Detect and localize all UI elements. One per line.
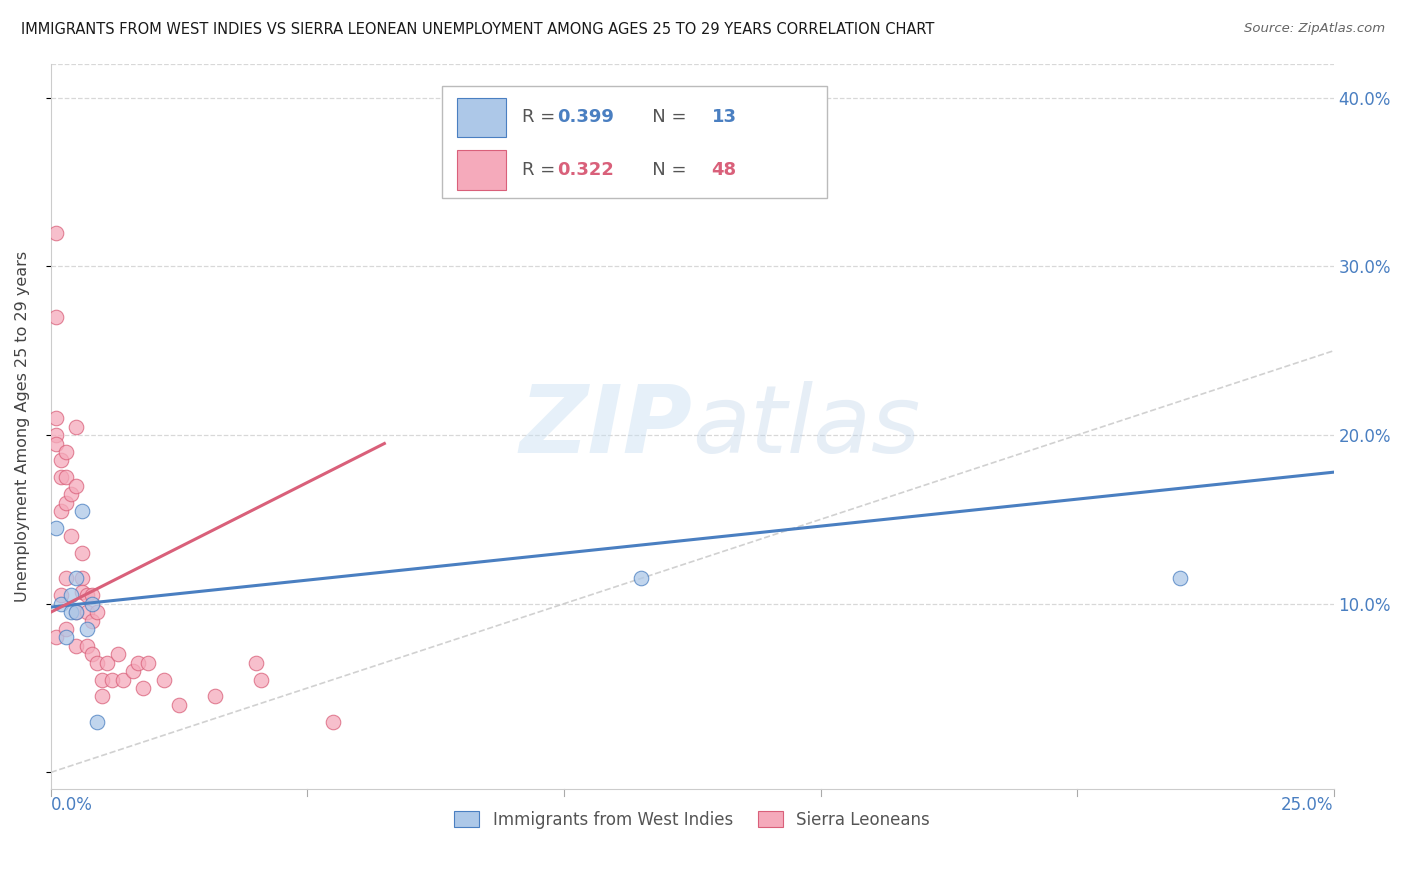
Bar	[457, 151, 506, 190]
Text: atlas: atlas	[692, 381, 921, 472]
Point	[70, 546, 93, 560]
Point	[96, 656, 118, 670]
Point	[65, 571, 87, 585]
Legend: Immigrants from West Indies, Sierra Leoneans: Immigrants from West Indies, Sierra Leon…	[447, 804, 936, 835]
Point	[70, 571, 93, 585]
Point	[76, 639, 98, 653]
Point	[45, 631, 67, 645]
Point	[65, 605, 87, 619]
Point	[55, 470, 77, 484]
Point	[70, 585, 93, 599]
Point	[152, 673, 174, 687]
Point	[250, 673, 273, 687]
Point	[60, 487, 83, 501]
Point	[132, 681, 155, 695]
Point	[45, 521, 67, 535]
Point	[122, 664, 145, 678]
Point	[80, 597, 103, 611]
Point	[86, 714, 108, 729]
Point	[76, 622, 98, 636]
Point	[107, 648, 129, 662]
Point	[60, 605, 83, 619]
Point	[322, 714, 344, 729]
Point	[60, 588, 83, 602]
Point	[127, 656, 149, 670]
Point	[136, 656, 159, 670]
Point	[167, 698, 190, 712]
Point	[60, 529, 83, 543]
Point	[55, 631, 77, 645]
Point	[76, 605, 98, 619]
Text: N =: N =	[634, 108, 692, 127]
Text: 13: 13	[711, 108, 737, 127]
Bar	[457, 97, 506, 137]
Text: 48: 48	[711, 161, 737, 179]
Point	[101, 673, 124, 687]
Point	[45, 436, 67, 450]
Point	[55, 445, 77, 459]
Point	[55, 622, 77, 636]
Point	[630, 571, 652, 585]
Text: Source: ZipAtlas.com: Source: ZipAtlas.com	[1244, 22, 1385, 36]
Text: 0.399: 0.399	[558, 108, 614, 127]
Point	[49, 588, 72, 602]
Y-axis label: Unemployment Among Ages 25 to 29 years: Unemployment Among Ages 25 to 29 years	[15, 251, 30, 602]
Point	[45, 428, 67, 442]
Point	[76, 588, 98, 602]
Point	[49, 504, 72, 518]
Point	[80, 648, 103, 662]
Point	[65, 605, 87, 619]
Text: ZIP: ZIP	[519, 381, 692, 473]
Point	[45, 226, 67, 240]
Point	[86, 656, 108, 670]
Point	[55, 571, 77, 585]
Point	[70, 504, 93, 518]
FancyBboxPatch shape	[441, 86, 827, 198]
Point	[45, 310, 67, 324]
Text: N =: N =	[634, 161, 692, 179]
Point	[49, 470, 72, 484]
Point	[111, 673, 134, 687]
Text: 0.322: 0.322	[558, 161, 614, 179]
Point	[65, 419, 87, 434]
Text: IMMIGRANTS FROM WEST INDIES VS SIERRA LEONEAN UNEMPLOYMENT AMONG AGES 25 TO 29 Y: IMMIGRANTS FROM WEST INDIES VS SIERRA LE…	[21, 22, 935, 37]
Point	[65, 478, 87, 492]
Point	[80, 588, 103, 602]
Text: 0.0%: 0.0%	[51, 796, 93, 814]
Point	[1168, 571, 1191, 585]
Point	[49, 453, 72, 467]
Point	[86, 605, 108, 619]
Text: 25.0%: 25.0%	[1281, 796, 1334, 814]
Point	[65, 639, 87, 653]
Point	[91, 690, 114, 704]
Point	[91, 673, 114, 687]
Point	[204, 690, 226, 704]
Point	[55, 495, 77, 509]
Point	[45, 411, 67, 425]
Point	[80, 614, 103, 628]
Point	[49, 597, 72, 611]
Point	[245, 656, 267, 670]
Text: R =: R =	[522, 161, 561, 179]
Text: R =: R =	[522, 108, 561, 127]
